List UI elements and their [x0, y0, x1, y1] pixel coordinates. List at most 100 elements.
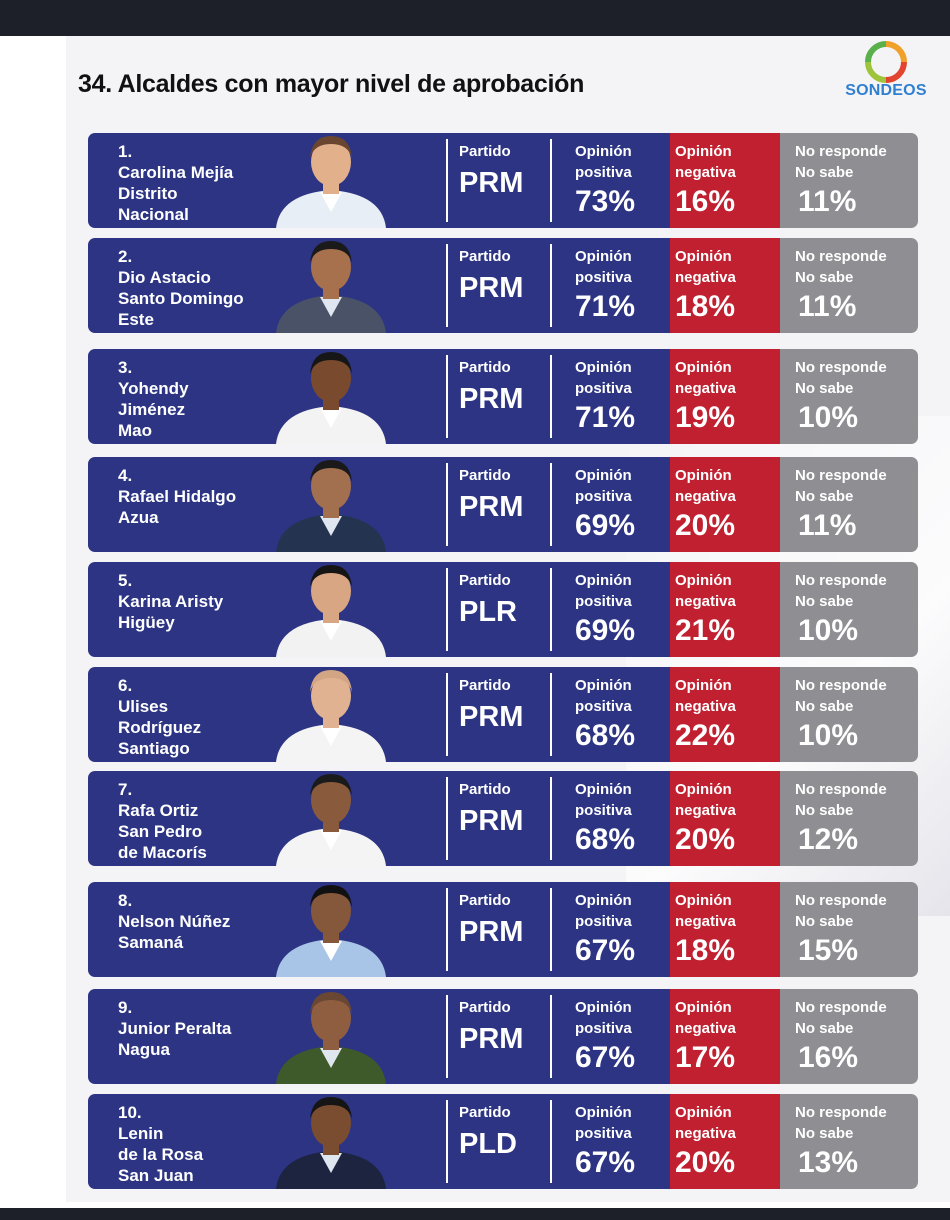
no-answer-value: 13% [798, 1146, 859, 1179]
mayor-name-block: 8. Nelson Núñez Samaná [118, 890, 298, 953]
mayor-photo [268, 344, 394, 444]
column-divider [550, 355, 552, 438]
no-answer-cell [780, 457, 918, 552]
page-title: 34. Alcaldes con mayor nivel de aprobaci… [78, 70, 585, 98]
top-band [0, 0, 950, 36]
party-label: Partido [459, 677, 511, 694]
mayor-name-line: Rafael Hidalgo [118, 487, 237, 506]
column-divider [446, 1100, 448, 1183]
negative-opinion-label: Opinión negativa [675, 357, 775, 399]
party-value: PRM [459, 916, 524, 948]
no-answer-label-line: No responde [795, 1104, 887, 1121]
negative-label-line: Opinión [675, 572, 732, 589]
party-value: PRM [459, 701, 524, 733]
positive-label-line: positiva [575, 802, 632, 819]
negative-label-line: Opinión [675, 359, 732, 376]
negative-opinion-label: Opinión negativa [675, 997, 775, 1039]
bottom-band [0, 1208, 950, 1220]
positive-label-line: positiva [575, 269, 632, 286]
mayor-name-block: 4. Rafael Hidalgo Azua [118, 465, 298, 528]
negative-opinion-label: Opinión negativa [675, 465, 775, 507]
negative-label-line: negativa [675, 164, 736, 181]
mayor-rank: 10. [118, 1103, 142, 1122]
positive-label-line: positiva [575, 488, 632, 505]
positive-label-line: Opinión [575, 999, 632, 1016]
positive-opinion-label: Opinión positiva [575, 570, 665, 612]
no-answer-value: 11% [798, 290, 857, 323]
negative-opinion-cell [670, 1094, 780, 1189]
no-answer-cell [780, 667, 918, 762]
column-divider [446, 139, 448, 222]
negative-opinion-value: 21% [675, 614, 736, 647]
party-label: Partido [459, 467, 511, 484]
sondeos-ring-icon [865, 41, 907, 83]
column-divider [446, 777, 448, 860]
no-answer-value: 11% [798, 509, 857, 542]
no-answer-label-line: No sabe [795, 802, 854, 819]
mayor-name-line: de Macorís [118, 843, 207, 862]
no-answer-value: 11% [798, 185, 857, 218]
negative-opinion-value: 20% [675, 823, 736, 856]
sondeos-logo: SONDEOS [828, 40, 944, 104]
mayor-name-block: 5. Karina Aristy Higüey [118, 570, 298, 633]
positive-opinion-value: 67% [575, 1146, 636, 1179]
positive-opinion-label: Opinión positiva [575, 675, 665, 717]
mayor-rank: 5. [118, 571, 133, 590]
negative-opinion-label: Opinión negativa [675, 675, 775, 717]
no-answer-value: 10% [798, 401, 859, 434]
table-row: 4. Rafael Hidalgo Azua Partido PRM Opinión pos… [88, 457, 918, 552]
negative-label-line: Opinión [675, 677, 732, 694]
no-answer-label: No responde No sabe [795, 1102, 915, 1144]
negative-label-line: negativa [675, 1020, 736, 1037]
negative-label-line: Opinión [675, 467, 732, 484]
negative-label-line: negativa [675, 698, 736, 715]
mayor-name-line: Higüey [118, 613, 175, 632]
negative-label-line: Opinión [675, 143, 732, 160]
mayor-name-line: San Pedro [118, 822, 203, 841]
negative-label-line: negativa [675, 593, 736, 610]
mayor-photo [268, 877, 394, 977]
positive-label-line: positiva [575, 593, 632, 610]
positive-label-line: Opinión [575, 248, 632, 265]
no-answer-label-line: No sabe [795, 1020, 854, 1037]
mayor-name-line: Rodríguez [118, 718, 202, 737]
no-answer-label-line: No responde [795, 248, 887, 265]
party-label: Partido [459, 999, 511, 1016]
mayor-rank: 2. [118, 247, 133, 266]
mayor-name-line: Karina Aristy [118, 592, 224, 611]
no-answer-label-line: No sabe [795, 593, 854, 610]
no-answer-value: 12% [798, 823, 859, 856]
positive-opinion-label: Opinión positiva [575, 1102, 665, 1144]
negative-label-line: negativa [675, 269, 736, 286]
table-row: 2. Dio Astacio Santo Domingo Este Partido PRM… [88, 238, 918, 333]
mayor-name-line: Ulises [118, 697, 169, 716]
positive-label-line: positiva [575, 913, 632, 930]
positive-opinion-label: Opinión positiva [575, 779, 665, 821]
negative-opinion-value: 20% [675, 509, 736, 542]
mayor-name-line: Rafa Ortiz [118, 801, 199, 820]
no-answer-label-line: No responde [795, 143, 887, 160]
negative-label-line: negativa [675, 802, 736, 819]
mayor-name-line: de la Rosa [118, 1145, 204, 1164]
negative-opinion-value: 22% [675, 719, 736, 752]
positive-opinion-value: 73% [575, 185, 636, 218]
positive-opinion-value: 69% [575, 509, 636, 542]
negative-label-line: Opinión [675, 1104, 732, 1121]
mayor-name-block: 7. Rafa Ortiz San Pedro de Macorís [118, 779, 298, 863]
negative-label-line: negativa [675, 488, 736, 505]
column-divider [550, 673, 552, 756]
positive-opinion-value: 71% [575, 401, 636, 434]
negative-opinion-cell [670, 562, 780, 657]
negative-label-line: negativa [675, 1125, 736, 1142]
no-answer-label-line: No responde [795, 677, 887, 694]
no-answer-label-line: No sabe [795, 698, 854, 715]
positive-opinion-value: 67% [575, 1041, 636, 1074]
mayor-name-line: Carolina Mejía [118, 163, 234, 182]
column-divider [550, 995, 552, 1078]
party-value: PRM [459, 491, 524, 523]
positive-opinion-value: 68% [575, 719, 636, 752]
positive-label-line: Opinión [575, 892, 632, 909]
party-value: PLR [459, 596, 517, 628]
negative-opinion-cell [670, 989, 780, 1084]
positive-label-line: Opinión [575, 677, 632, 694]
